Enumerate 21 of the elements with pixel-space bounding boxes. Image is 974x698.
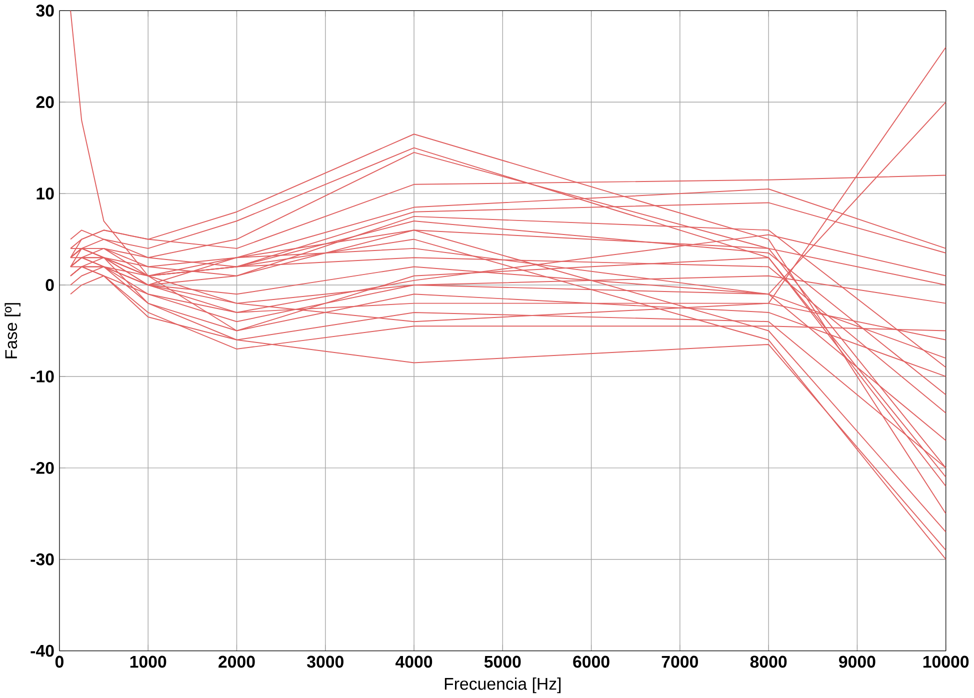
y-tick-label: -20	[30, 462, 54, 474]
y-tick-label: -30	[30, 553, 54, 566]
x-tick-label: 7000	[662, 656, 698, 668]
y-tick-label: 30	[36, 4, 54, 17]
x-tick-label: 2000	[218, 656, 255, 668]
x-tick-label: 8000	[750, 656, 787, 668]
x-axis-title: Frecuencia [Hz]	[444, 678, 561, 694]
y-tick-label: 20	[36, 96, 54, 108]
x-tick-label: 0	[55, 656, 64, 668]
x-tick-label: 9000	[839, 656, 876, 668]
y-tick-label: -40	[30, 644, 54, 657]
x-tick-label: 1000	[130, 656, 166, 668]
y-tick-label: -10	[30, 370, 54, 382]
x-tick-label: 3000	[306, 656, 344, 668]
x-tick-label: 6000	[573, 656, 610, 668]
y-tick-label: 10	[36, 188, 54, 200]
y-axis-title: Fase [º]	[4, 303, 20, 358]
x-tick-label: 5000	[484, 656, 521, 668]
y-tick-label: 0	[46, 279, 54, 292]
x-tick-label: 10000	[923, 656, 969, 668]
x-tick-label: 4000	[396, 656, 432, 668]
